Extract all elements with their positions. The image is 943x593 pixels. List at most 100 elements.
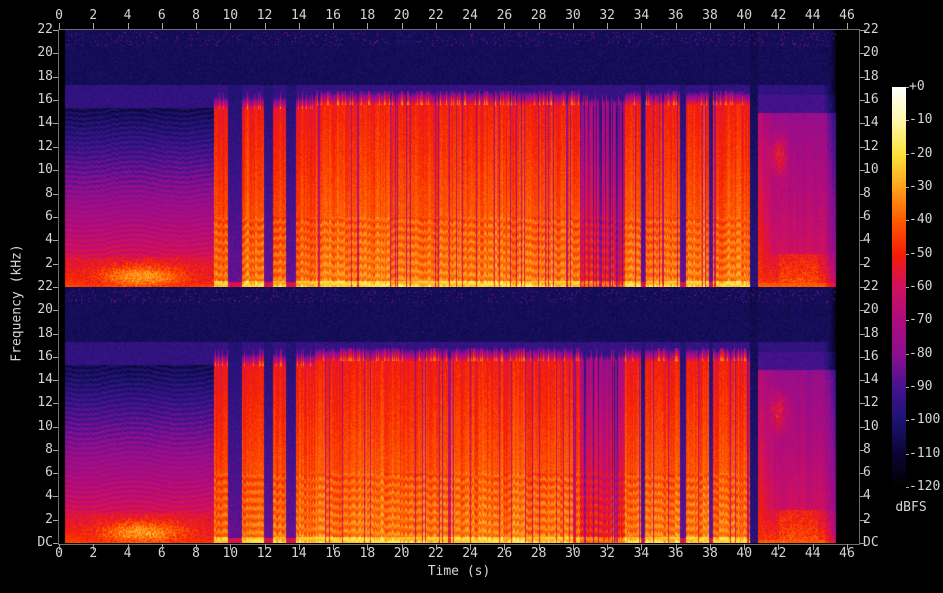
time-tick-top — [709, 23, 711, 29]
time-tick-label-bottom: 14 — [291, 546, 307, 561]
freq-tick-label-left: 18 — [37, 69, 53, 84]
freq-tick-label-right: 8 — [863, 186, 871, 201]
time-tick-bottom — [298, 544, 300, 550]
time-tick-bottom — [538, 544, 540, 550]
freq-tick-label-right: 22 — [863, 279, 879, 294]
freq-tick-label-right: 14 — [863, 115, 879, 130]
time-tick-label-top: 12 — [256, 8, 273, 23]
colorbar-tick — [906, 453, 909, 455]
colorbar-tick-label: -20 — [909, 145, 933, 161]
freq-tick-label-left: 14 — [37, 372, 53, 387]
freq-tick-left — [53, 334, 58, 335]
freq-tick-label-left: 2 — [45, 512, 53, 527]
freq-tick-left — [53, 380, 58, 381]
colorbar-tick — [906, 287, 909, 288]
freq-tick-left — [53, 357, 58, 358]
time-tick-label-bottom: 2 — [89, 546, 98, 561]
time-tick-label-top: 14 — [291, 8, 307, 23]
time-tick-bottom — [504, 544, 506, 550]
freq-tick-label-right: 10 — [863, 162, 879, 177]
time-tick-label-top: 0 — [55, 8, 63, 23]
time-tick-top — [435, 23, 437, 29]
time-tick-label-bottom: 22 — [428, 546, 444, 561]
time-tick-label-top: 42 — [770, 8, 787, 23]
freq-tick-label-left: 8 — [45, 442, 53, 457]
time-tick-label-top: 38 — [702, 8, 718, 23]
colorbar-tick — [906, 87, 909, 88]
time-tick-label-bottom: 38 — [702, 546, 718, 561]
time-tick-bottom — [744, 544, 746, 550]
freq-tick-label-right: 8 — [863, 442, 871, 457]
freq-tick-label-left: 20 — [37, 45, 53, 60]
freq-tick-label-left: 10 — [37, 419, 53, 434]
time-tick-label-bottom: 34 — [633, 546, 650, 561]
freq-tick-left — [53, 264, 58, 265]
time-tick-top — [675, 23, 677, 29]
colorbar-tick-label: +0 — [909, 79, 925, 94]
freq-tick-label-right: 6 — [863, 209, 871, 224]
freq-tick-left — [53, 496, 58, 497]
freq-tick-label-left: 14 — [37, 115, 53, 130]
freq-tick-right — [860, 217, 865, 218]
time-tick-top — [538, 23, 540, 29]
freq-tick-left — [53, 194, 58, 195]
freq-tick-left — [53, 100, 58, 101]
freq-tick-right — [860, 170, 865, 171]
time-tick-bottom — [607, 544, 609, 550]
freq-tick-label-left: 16 — [37, 349, 53, 364]
freq-tick-left — [53, 543, 58, 544]
freq-tick-left — [53, 427, 58, 428]
freq-tick-left — [53, 77, 58, 78]
time-tick-label-top: 26 — [496, 8, 513, 23]
freq-tick-label-left: 6 — [45, 209, 53, 224]
time-tick-top — [572, 23, 574, 29]
freq-tick-right — [860, 287, 865, 288]
colorbar-tick-label: -40 — [909, 212, 933, 228]
freq-tick-left — [53, 30, 58, 31]
freq-tick-label-left: 12 — [37, 395, 53, 410]
colorbar-tick-label: -120 — [909, 479, 941, 494]
time-tick-top — [607, 23, 609, 29]
colorbar-tick-label: -90 — [909, 379, 933, 394]
time-tick-label-top: 10 — [222, 8, 239, 23]
freq-tick-left — [53, 147, 58, 148]
time-tick-bottom — [333, 544, 335, 550]
freq-tick-right — [860, 30, 865, 31]
colorbar-tick-label: -110 — [909, 445, 941, 461]
freq-tick-label-right: 10 — [863, 419, 879, 434]
time-tick-label-bottom: 16 — [325, 546, 341, 561]
freq-tick-label-right: 4 — [863, 488, 871, 503]
time-tick-label-bottom: 0 — [55, 546, 63, 561]
freq-tick-right — [860, 450, 865, 451]
freq-tick-right — [860, 380, 865, 381]
freq-tick-label-right: 18 — [863, 326, 879, 341]
colorbar-tick — [906, 420, 909, 422]
freq-tick-left — [53, 287, 58, 288]
freq-tick-label-left: 8 — [45, 186, 53, 201]
freq-tick-label-left: 6 — [45, 465, 53, 480]
freq-tick-right — [860, 473, 865, 474]
time-tick-bottom — [59, 544, 60, 550]
time-tick-label-top: 16 — [325, 8, 341, 23]
time-tick-bottom — [230, 544, 232, 550]
freq-tick-right — [860, 520, 865, 521]
freq-tick-right — [860, 77, 865, 78]
time-tick-bottom — [675, 544, 677, 550]
time-axis-title: Time (s) — [427, 564, 491, 579]
time-tick-label-bottom: 40 — [736, 546, 753, 561]
freq-tick-left — [53, 170, 58, 171]
freq-tick-right — [860, 543, 865, 544]
time-tick-bottom — [641, 544, 643, 550]
freq-tick-left — [53, 217, 58, 218]
time-tick-top — [298, 23, 300, 29]
freq-tick-label-left: 10 — [37, 162, 53, 177]
freq-tick-right — [860, 53, 865, 54]
time-tick-label-top: 24 — [462, 8, 478, 23]
time-tick-label-bottom: 46 — [839, 546, 855, 561]
freq-tick-label-left: 16 — [37, 92, 53, 107]
time-tick-label-bottom: 36 — [667, 546, 684, 561]
freq-tick-label-right: 6 — [863, 465, 871, 480]
colorbar-tick-label: -70 — [909, 312, 933, 328]
freq-tick-right — [860, 427, 865, 428]
